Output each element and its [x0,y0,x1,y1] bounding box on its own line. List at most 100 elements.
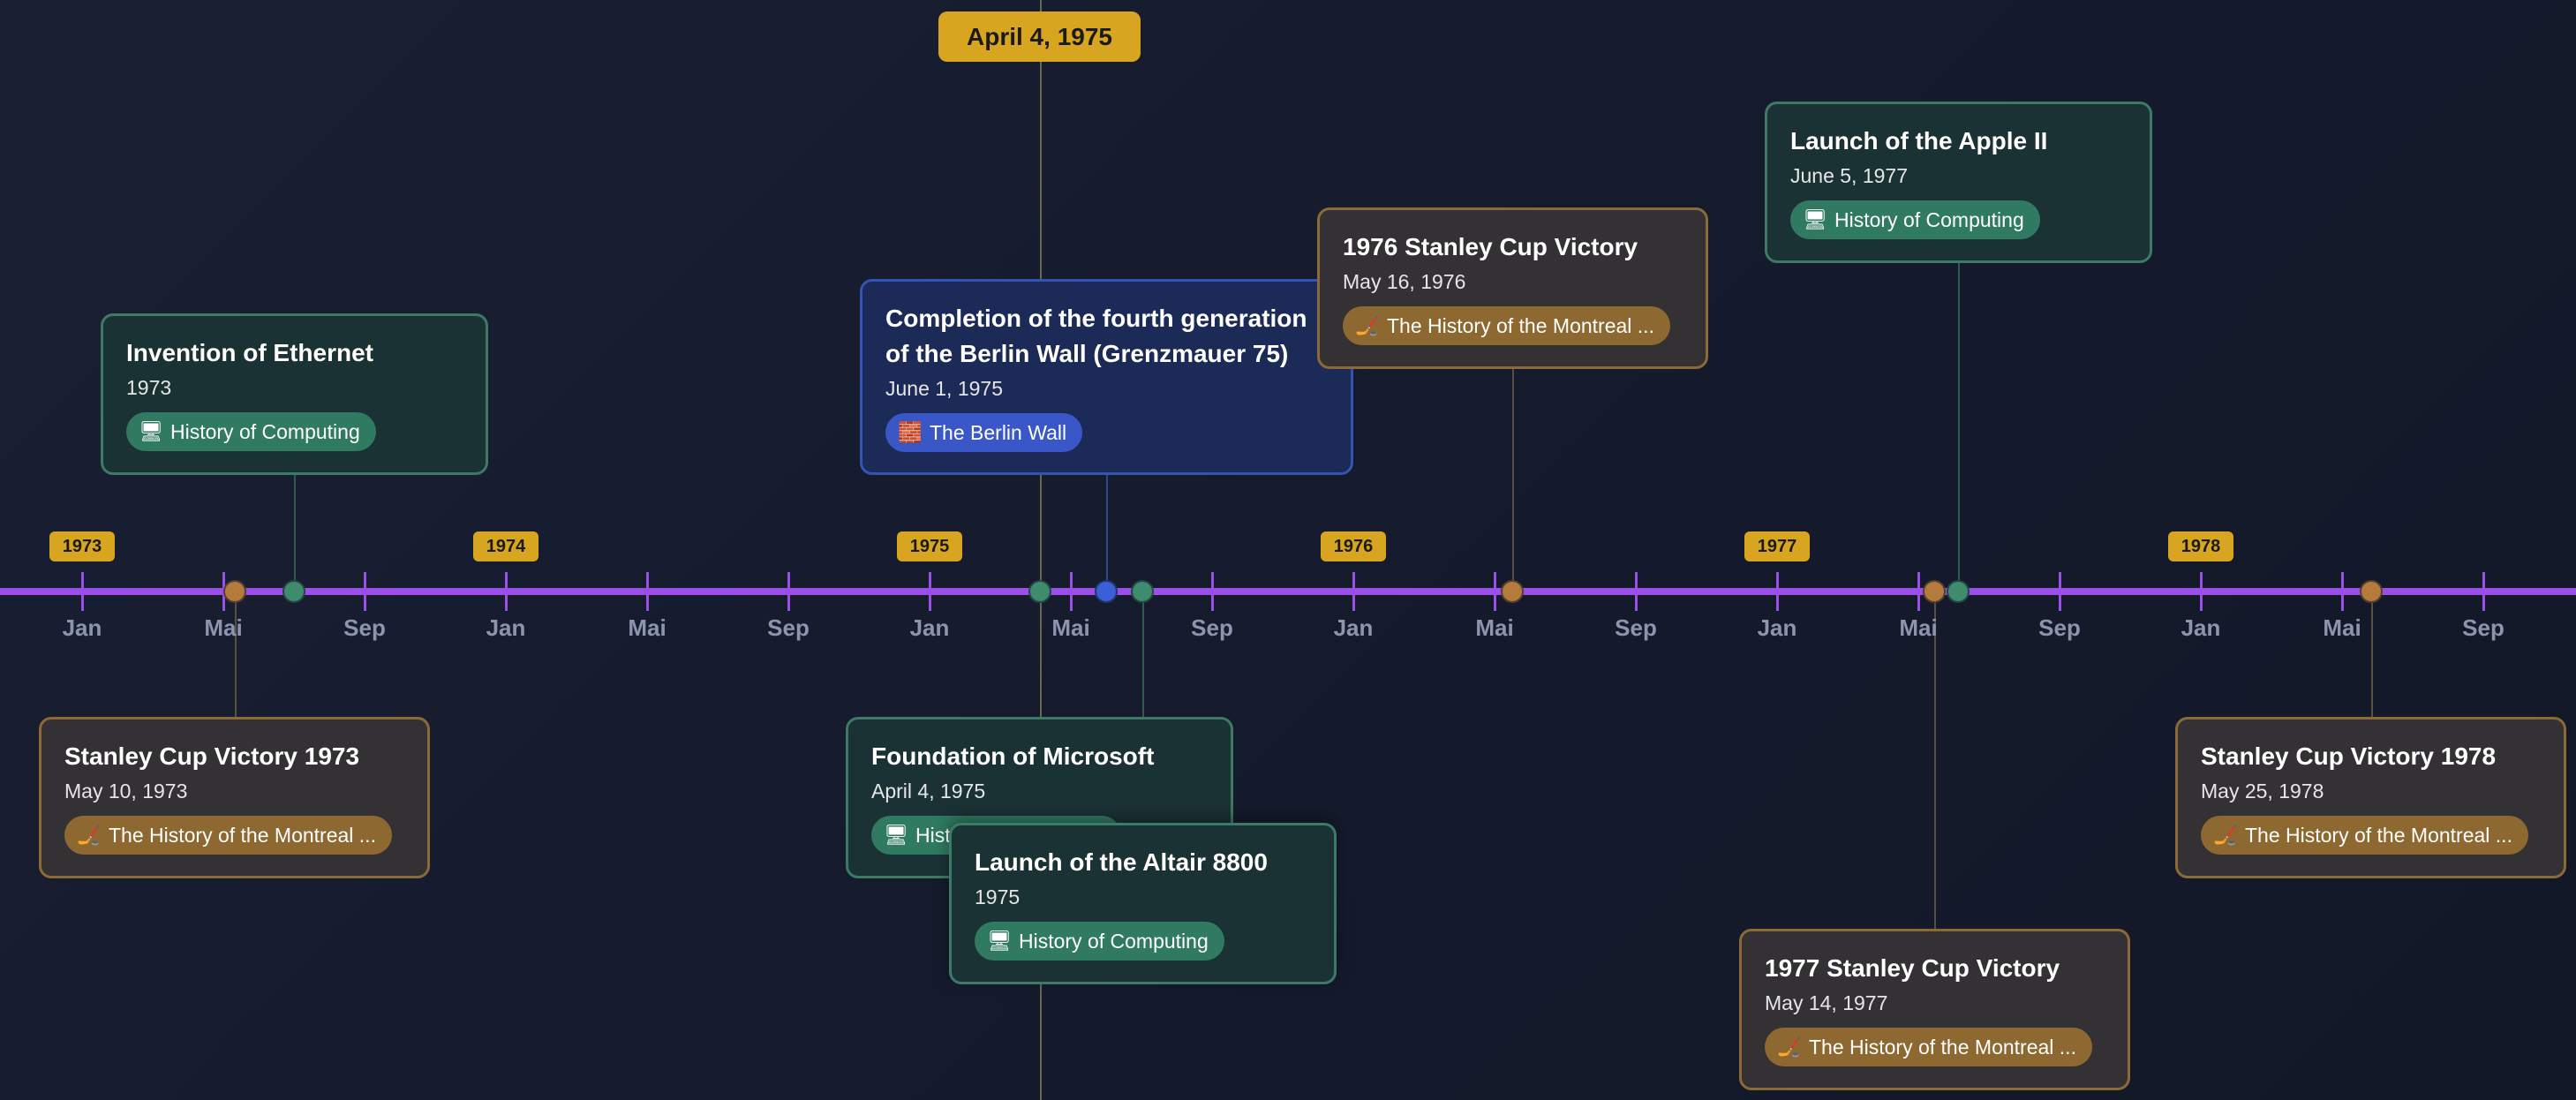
axis-tick [1776,572,1779,611]
event-card-altair[interactable]: Launch of the Altair 8800 1975 🖥 History … [949,823,1337,984]
year-badge: 1975 [897,531,962,561]
year-badge: 1973 [49,531,115,561]
month-label: Sep [2038,614,2081,641]
axis-tick [1070,572,1073,611]
category-tag[interactable]: 🖥 History of Computing [126,412,376,451]
year-badge: 1976 [1321,531,1386,561]
year-badge: 1974 [473,531,539,561]
axis-tick [1352,572,1355,611]
event-marker-altair[interactable] [1131,580,1154,603]
event-card-apple[interactable]: Launch of the Apple II June 5, 1977 🖥 His… [1765,102,2152,263]
category-tag[interactable]: 🖥 History of Computing [975,922,1224,961]
current-date-cursor-line[interactable] [1040,0,1042,1100]
event-title: Launch of the Altair 8800 [975,848,1268,876]
axis-tick [929,572,931,611]
category-tag[interactable]: 🏒 The History of the Montreal ... [64,816,392,855]
axis-tick [2059,572,2061,611]
computer-icon: 🖥 [987,930,1012,952]
axis-tick [2482,572,2485,611]
event-title: Invention of Ethernet [126,339,373,366]
timeline-axis[interactable] [0,588,2576,595]
brick-icon: 🧱 [898,421,923,443]
event-date: 1973 [126,376,172,399]
event-marker-cup1978[interactable] [2360,580,2383,603]
event-title: Launch of the Apple II [1790,127,2048,154]
event-card-cup1978[interactable]: Stanley Cup Victory 1978 May 25, 1978 🏒 T… [2175,717,2566,878]
current-date-label: April 4, 1975 [938,11,1141,62]
category-label: The History of the Montreal ... [1387,313,1654,337]
event-title: 1977 Stanley Cup Victory [1765,954,2060,982]
event-marker-cup1976[interactable] [1501,580,1524,603]
connector [294,471,296,588]
computer-icon: 🖥 [1803,208,1827,230]
category-label: The Berlin Wall [930,420,1067,444]
event-card-cup1976[interactable]: 1976 Stanley Cup Victory May 16, 1976 🏒 T… [1317,207,1708,369]
connector [1512,365,1514,588]
year-badge: 1978 [2168,531,2233,561]
category-label: History of Computing [1019,929,1209,953]
event-marker-cup1973[interactable] [223,580,246,603]
month-label: Jan [486,614,526,641]
event-title: Completion of the fourth generation of t… [885,305,1307,367]
event-title: Stanley Cup Victory 1978 [2201,742,2497,770]
axis-tick [646,572,649,611]
hockey-stick-icon: 🏒 [77,824,102,846]
axis-tick [2200,572,2203,611]
event-marker-cup1977[interactable] [1923,580,1946,603]
event-card-cup1977[interactable]: 1977 Stanley Cup Victory May 14, 1977 🏒 T… [1739,929,2130,1090]
month-label: Mai [1051,614,1090,641]
axis-tick [364,572,366,611]
event-date: May 10, 1973 [64,780,188,802]
hockey-stick-icon: 🏒 [1777,1036,1802,1058]
category-tag[interactable]: 🏒 The History of the Montreal ... [2201,816,2528,855]
event-title: Foundation of Microsoft [871,742,1155,770]
month-label: Mai [628,614,667,641]
category-tag[interactable]: 🏒 The History of the Montreal ... [1765,1028,2092,1066]
event-date: April 4, 1975 [871,780,986,802]
connector [2371,595,2373,719]
event-card-ethernet[interactable]: Invention of Ethernet 1973 🖥 History of C… [101,313,488,475]
connector [1958,260,1960,588]
month-label: Mai [1899,614,1938,641]
category-label: The History of the Montreal ... [1809,1035,2076,1059]
category-tag[interactable]: 🏒 The History of the Montreal ... [1343,306,1670,345]
axis-tick [1917,572,1920,611]
axis-tick [1211,572,1214,611]
axis-tick [1635,572,1638,611]
event-card-berlin[interactable]: Completion of the fourth generation of t… [860,279,1353,475]
event-marker-microsoft[interactable] [1028,580,1051,603]
year-badge: 1977 [1744,531,1810,561]
category-label: The History of the Montreal ... [2245,823,2512,847]
month-label: Sep [343,614,386,641]
hockey-stick-icon: 🏒 [1355,314,1380,336]
event-date: May 25, 1978 [2201,780,2324,802]
event-marker-ethernet[interactable] [282,580,305,603]
hockey-stick-icon: 🏒 [2213,824,2238,846]
month-label: Sep [767,614,810,641]
event-title: 1976 Stanley Cup Victory [1343,233,1638,260]
axis-tick [787,572,790,611]
connector [1142,595,1144,719]
computer-icon: 🖥 [884,824,908,846]
month-label: Mai [1475,614,1514,641]
event-date: May 14, 1977 [1765,991,1888,1014]
connector [235,595,237,719]
connector [1934,595,1936,930]
category-tag[interactable]: 🧱 The Berlin Wall [885,413,1083,452]
category-tag[interactable]: 🖥 History of Computing [1790,200,2040,239]
event-date: June 1, 1975 [885,377,1004,400]
event-card-cup1973[interactable]: Stanley Cup Victory 1973 May 10, 1973 🏒 T… [39,717,430,878]
event-date: 1975 [975,885,1021,908]
axis-tick [81,572,84,611]
computer-icon: 🖥 [139,420,163,442]
connector [1106,471,1108,588]
category-label: History of Computing [170,419,360,443]
axis-tick [2341,572,2344,611]
month-label: Mai [2323,614,2361,641]
event-date: May 16, 1976 [1343,270,1466,293]
event-marker-berlin[interactable] [1095,580,1118,603]
event-date: June 5, 1977 [1790,164,1909,187]
category-label: History of Computing [1834,207,2024,231]
event-marker-apple[interactable] [1947,580,1970,603]
month-label: Sep [1615,614,1657,641]
